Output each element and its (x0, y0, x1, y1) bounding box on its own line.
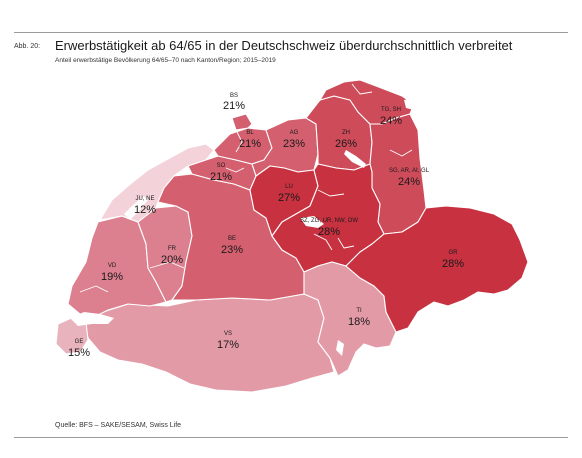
region-value-sg: 24% (398, 176, 420, 188)
region-value-gr: 28% (442, 258, 464, 270)
canton-boundary (337, 237, 355, 249)
region-value-vd: 19% (101, 271, 123, 283)
top-rule (14, 32, 568, 33)
label-ti: TI 18% (348, 308, 370, 328)
label-zh: ZH 26% (335, 130, 357, 150)
canton-boundary (225, 167, 245, 173)
region-name-bl: BL (246, 130, 254, 136)
label-bl: BL 21% (239, 130, 261, 150)
region-name-gr: GR (449, 250, 459, 256)
region-name-be: BE (228, 236, 236, 242)
region-name-so: SO (217, 163, 226, 169)
label-be: BE 23% (221, 236, 243, 256)
canton-boundary (235, 129, 243, 153)
lake-neuchatel (124, 196, 148, 220)
region-name-lu: LU (285, 184, 293, 190)
region-name-vs: VS (224, 331, 232, 337)
region-value-ag: 23% (283, 138, 305, 150)
canton-boundary (317, 189, 345, 197)
figure-title: Erwerbstätigkeit ab 64/65 in der Deutsch… (55, 38, 513, 53)
region-bs (231, 113, 253, 131)
region-value-lu: 27% (278, 192, 300, 204)
region-value-bs: 21% (223, 100, 245, 112)
region-gr (345, 205, 529, 333)
figure-label: Abb. 20: (14, 43, 41, 50)
lake-constance (404, 98, 420, 110)
region-value-so: 21% (210, 171, 232, 183)
region-name-sg: SG, AR, AI, GL (389, 168, 430, 174)
region-value-tgsh: 24% (380, 115, 402, 127)
canton-boundary (313, 233, 333, 251)
region-name-zh: ZH (342, 130, 350, 136)
region-value-ge: 15% (68, 347, 90, 359)
region-name-ge: GE (75, 339, 84, 345)
region-value-zh: 26% (335, 138, 357, 150)
region-vs (83, 293, 335, 393)
source-note: Quelle: BFS – SAKE/SESAM, Swiss Life (55, 422, 182, 429)
label-ge: GE 15% (68, 339, 90, 359)
region-value-sz: 28% (318, 226, 340, 238)
label-lu: LU 27% (278, 184, 300, 204)
region-value-vs: 17% (217, 339, 239, 351)
canton-boundary (351, 83, 373, 95)
region-name-ag: AG (290, 130, 299, 136)
label-vs: VS 17% (217, 331, 239, 351)
region-name-sz: SZ, ZG, UR, NW, OW (300, 218, 358, 224)
label-tgsh: TG, SH 24% (380, 107, 402, 127)
canton-boundary (149, 261, 185, 269)
label-fr: FR 20% (161, 246, 183, 266)
region-name-bs: BS (230, 93, 238, 99)
region-name-june: JU, NE (135, 196, 154, 202)
label-ag: AG 23% (283, 130, 305, 150)
label-vd: VD 19% (101, 263, 123, 283)
canton-boundary (389, 149, 413, 157)
lake-zurich (344, 150, 366, 168)
region-name-vd: VD (108, 263, 117, 269)
region-name-fr: FR (168, 246, 177, 252)
lake-maggiore (336, 340, 344, 356)
label-sz: SZ, ZG, UR, NW, OW 28% (300, 218, 358, 238)
label-gr: GR 28% (442, 250, 464, 270)
region-value-be: 23% (221, 244, 243, 256)
label-so: SO 21% (210, 163, 232, 183)
lake-leman (70, 312, 114, 326)
label-sg: SG, AR, AI, GL 24% (389, 168, 430, 188)
region-name-tgsh: TG, SH (381, 107, 401, 113)
region-value-june: 12% (134, 204, 156, 216)
canton-boundary (79, 285, 109, 293)
region-value-bl: 21% (239, 138, 261, 150)
bottom-rule (14, 437, 568, 438)
figure-subtitle: Anteil erwerbstätige Bevölkerung 64/65–7… (55, 57, 276, 64)
region-value-ti: 18% (348, 316, 370, 328)
lake-lucerne (300, 216, 324, 228)
label-bs: BS 21% (223, 93, 245, 112)
label-june: JU, NE 12% (134, 196, 156, 216)
region-name-ti: TI (356, 308, 362, 314)
region-value-fr: 20% (161, 254, 183, 266)
